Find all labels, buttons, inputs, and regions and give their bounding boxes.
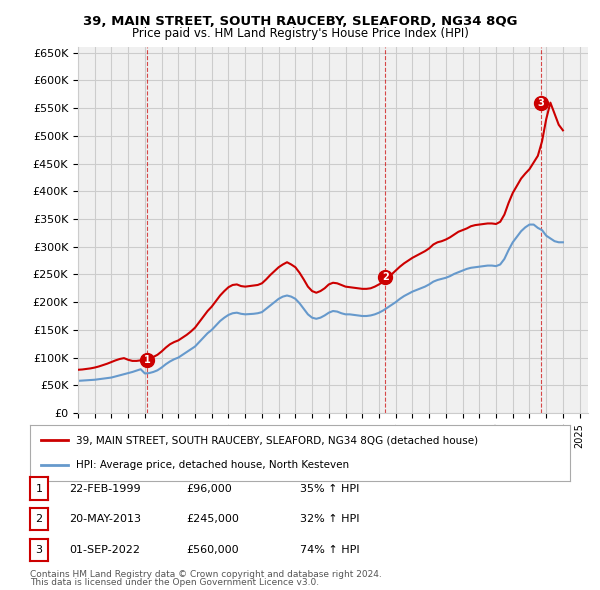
Text: Contains HM Land Registry data © Crown copyright and database right 2024.: Contains HM Land Registry data © Crown c… xyxy=(30,571,382,579)
Text: 3: 3 xyxy=(35,545,43,555)
Text: 01-SEP-2022: 01-SEP-2022 xyxy=(69,545,140,555)
Text: This data is licensed under the Open Government Licence v3.0.: This data is licensed under the Open Gov… xyxy=(30,578,319,587)
Text: Price paid vs. HM Land Registry's House Price Index (HPI): Price paid vs. HM Land Registry's House … xyxy=(131,27,469,40)
Text: £245,000: £245,000 xyxy=(186,514,239,524)
Text: HPI: Average price, detached house, North Kesteven: HPI: Average price, detached house, Nort… xyxy=(76,460,349,470)
Text: 39, MAIN STREET, SOUTH RAUCEBY, SLEAFORD, NG34 8QG (detached house): 39, MAIN STREET, SOUTH RAUCEBY, SLEAFORD… xyxy=(76,435,478,445)
Text: 3: 3 xyxy=(538,97,544,107)
Text: 2: 2 xyxy=(382,272,389,282)
Text: 22-FEB-1999: 22-FEB-1999 xyxy=(69,484,140,493)
Text: £96,000: £96,000 xyxy=(186,484,232,493)
Text: 20-MAY-2013: 20-MAY-2013 xyxy=(69,514,141,524)
Text: 1: 1 xyxy=(35,484,43,493)
Text: 1: 1 xyxy=(144,355,151,365)
Text: 39, MAIN STREET, SOUTH RAUCEBY, SLEAFORD, NG34 8QG: 39, MAIN STREET, SOUTH RAUCEBY, SLEAFORD… xyxy=(83,15,517,28)
Text: 74% ↑ HPI: 74% ↑ HPI xyxy=(300,545,359,555)
Text: 35% ↑ HPI: 35% ↑ HPI xyxy=(300,484,359,493)
Text: 2: 2 xyxy=(35,514,43,524)
Text: £560,000: £560,000 xyxy=(186,545,239,555)
Text: 32% ↑ HPI: 32% ↑ HPI xyxy=(300,514,359,524)
